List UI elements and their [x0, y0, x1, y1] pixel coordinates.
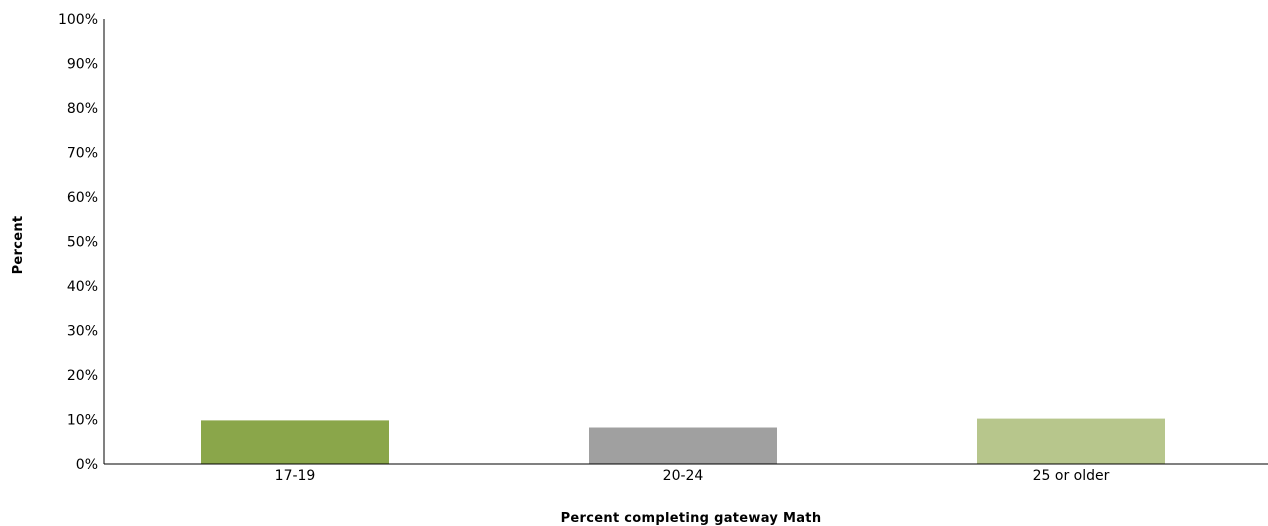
- y-tick-label: 40%: [67, 279, 98, 295]
- y-tick-label: 50%: [67, 235, 98, 251]
- y-tick-label: 90%: [67, 57, 98, 73]
- x-tick-label: 25 or older: [1033, 468, 1110, 484]
- x-tick-label: 17-19: [275, 468, 316, 484]
- y-tick-label: 10%: [67, 413, 98, 429]
- y-tick-label: 30%: [67, 324, 98, 340]
- x-axis-ticks: 17-19 20-24 25 or older: [275, 468, 1110, 484]
- bar: [589, 427, 777, 464]
- bars: [201, 418, 1165, 464]
- y-tick-label: 100%: [58, 12, 98, 28]
- x-tick-label: 20-24: [663, 468, 704, 484]
- y-tick-label: 70%: [67, 146, 98, 162]
- y-axis-ticks: 0% 10% 20% 30% 40% 50% 60% 70% 80% 90% 100%: [58, 12, 98, 473]
- bar: [977, 418, 1165, 464]
- y-tick-label: 60%: [67, 190, 98, 206]
- y-tick-label: 80%: [67, 101, 98, 117]
- y-tick-label: 20%: [67, 368, 98, 384]
- x-axis-title: Percent completing gateway Math: [561, 511, 822, 526]
- bar: [201, 420, 389, 464]
- y-axis-title: Percent: [11, 216, 26, 275]
- y-tick-label: 0%: [76, 457, 98, 473]
